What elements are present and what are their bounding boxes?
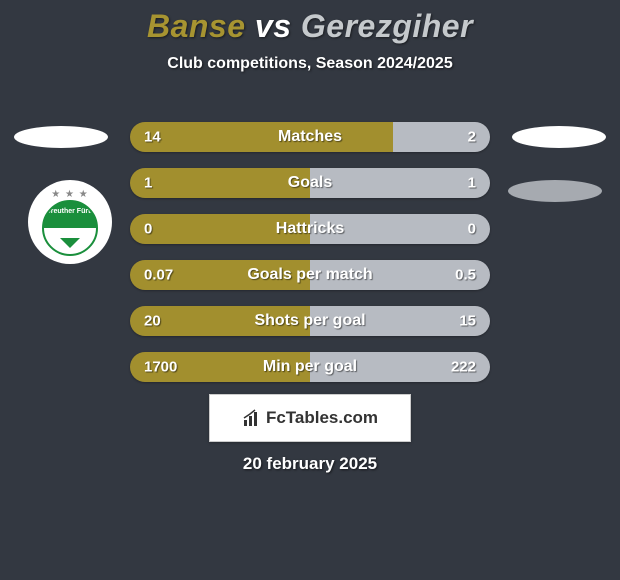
stat-row: 1 1 Goals [130,168,490,198]
avatar-placeholder-left [14,126,108,148]
club-badge: ★ ★ ★ Greuther Fürth [28,180,112,264]
fctables-logo: FcTables.com [209,394,411,442]
stat-value-right: 1 [468,175,476,192]
content: Banse vs Gerezgiher Club competitions, S… [0,0,620,580]
stat-label: Min per goal [263,358,357,376]
club-stars-icon: ★ ★ ★ [51,189,88,200]
club-crest-icon: Greuther Fürth [42,200,98,256]
stat-bar-left [130,168,310,198]
stat-value-right: 2 [468,129,476,146]
stat-value-right: 222 [451,359,476,376]
stat-value-left: 0.07 [144,267,173,284]
stat-value-left: 20 [144,313,161,330]
stat-row: 20 15 Shots per goal [130,306,490,336]
avatar-placeholder-right [512,126,606,148]
stat-value-left: 1700 [144,359,177,376]
title-left: Banse [147,8,246,44]
stat-row: 0.07 0.5 Goals per match [130,260,490,290]
stat-label: Goals per match [247,266,372,284]
logo-text: FcTables.com [266,408,378,428]
club-name: Greuther Fürth [44,208,96,215]
stat-value-right: 0.5 [455,267,476,284]
page-title: Banse vs Gerezgiher [0,8,620,45]
stat-label: Matches [278,128,342,146]
stat-label: Shots per goal [254,312,365,330]
stat-label: Hattricks [276,220,344,238]
subtitle: Club competitions, Season 2024/2025 [0,55,620,73]
avatar-placeholder-right-2 [508,180,602,202]
stat-value-left: 14 [144,129,161,146]
stat-value-right: 0 [468,221,476,238]
stat-value-left: 1 [144,175,152,192]
stat-row: 1700 222 Min per goal [130,352,490,382]
stat-bars: 14 2 Matches 1 1 Goals 0 0 Hattricks 0.07 0.5 Goals… [130,122,490,398]
title-vs: vs [255,8,292,44]
stat-label: Goals [288,174,332,192]
stat-bar-left [130,122,393,152]
date-label: 20 february 2025 [243,454,377,474]
stat-row: 14 2 Matches [130,122,490,152]
chart-icon [242,408,262,428]
stat-value-left: 0 [144,221,152,238]
stat-bar-right [310,168,490,198]
stat-value-right: 15 [459,313,476,330]
title-right: Gerezgiher [301,8,473,44]
stat-row: 0 0 Hattricks [130,214,490,244]
